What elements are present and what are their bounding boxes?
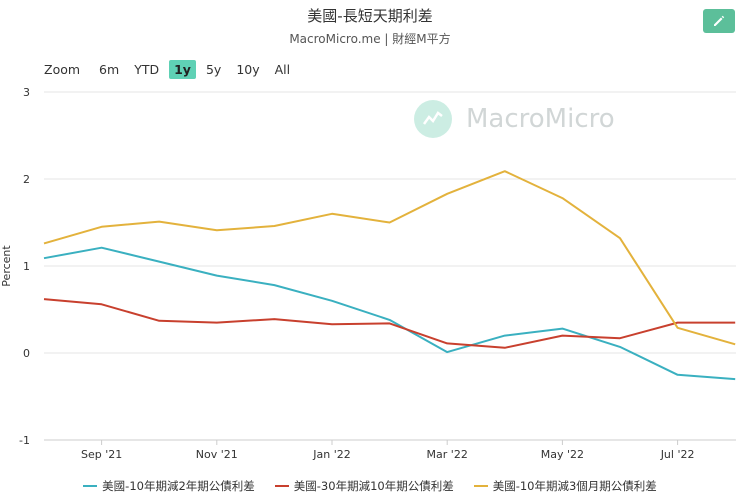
legend-label: 美國-30年期減10年期公債利差	[293, 479, 454, 493]
y-tick-label: 2	[23, 173, 30, 186]
y-tick-label: 1	[23, 260, 30, 273]
watermark-text: MacroMicro	[466, 104, 615, 134]
legend-item-30y10y[interactable]: 美國-30年期減10年期公債利差	[274, 478, 454, 494]
chart-subtitle: MacroMicro.me | 財經M平方	[289, 32, 451, 46]
zoom-6m-button[interactable]: 6m	[99, 62, 120, 77]
grid-lines	[44, 91, 736, 441]
x-tick-label: May '22	[541, 448, 584, 461]
y-tick-label: 0	[23, 347, 30, 360]
watermark-logo-icon	[414, 100, 452, 138]
x-tick-label: Nov '21	[196, 448, 238, 461]
y-tick-label: 3	[23, 86, 30, 99]
zoom-1y-button[interactable]: 1y	[169, 60, 196, 79]
x-tick-label: Jul '22	[660, 448, 695, 461]
legend: 美國-10年期減2年期公債利差 美國-30年期減10年期公債利差 美國-10年期…	[0, 478, 740, 494]
legend-item-10y3m[interactable]: 美國-10年期減3個月期公債利差	[473, 478, 657, 494]
chart-title: 美國-長短天期利差	[307, 7, 433, 25]
series-line-1[interactable]	[43, 246, 736, 381]
y-axis-title: Percent	[0, 245, 13, 287]
zoom-label: Zoom	[44, 62, 81, 77]
legend-swatch	[473, 485, 488, 487]
y-axis: 3 2 1 0 -1	[19, 86, 30, 447]
y-tick-label: -1	[19, 434, 30, 447]
legend-label: 美國-10年期減3個月期公債利差	[492, 479, 657, 493]
x-tick-label: Jan '22	[312, 448, 350, 461]
legend-swatch	[83, 485, 98, 487]
legend-item-10y2y[interactable]: 美國-10年期減2年期公債利差	[83, 478, 255, 494]
series-line-3[interactable]	[43, 170, 736, 346]
pencil-icon	[714, 15, 725, 26]
legend-label: 美國-10年期減2年期公債利差	[102, 479, 255, 493]
series-lines	[43, 170, 736, 381]
x-tick-label: Sep '21	[81, 448, 122, 461]
zoom-5y-button[interactable]: 5y	[205, 62, 222, 77]
edit-button[interactable]	[703, 9, 735, 33]
zoom-bar: Zoom 6m YTD 1y 5y 10y All	[44, 60, 300, 79]
x-tick-label: Mar '22	[427, 448, 468, 461]
series-line-2[interactable]	[43, 298, 736, 349]
zoom-ytd-button[interactable]: YTD	[134, 62, 160, 77]
line-chart: 3 2 1 0 -1 Sep '21 Nov '21 Jan '22 Mar '22 May '…	[0, 86, 736, 461]
watermark: MacroMicro	[414, 100, 615, 138]
zoom-all-button[interactable]: All	[274, 62, 291, 77]
x-axis: Sep '21 Nov '21 Jan '22 Mar '22 May '22 Jul '…	[44, 439, 736, 461]
legend-swatch	[274, 485, 289, 487]
zoom-10y-button[interactable]: 10y	[236, 62, 260, 77]
